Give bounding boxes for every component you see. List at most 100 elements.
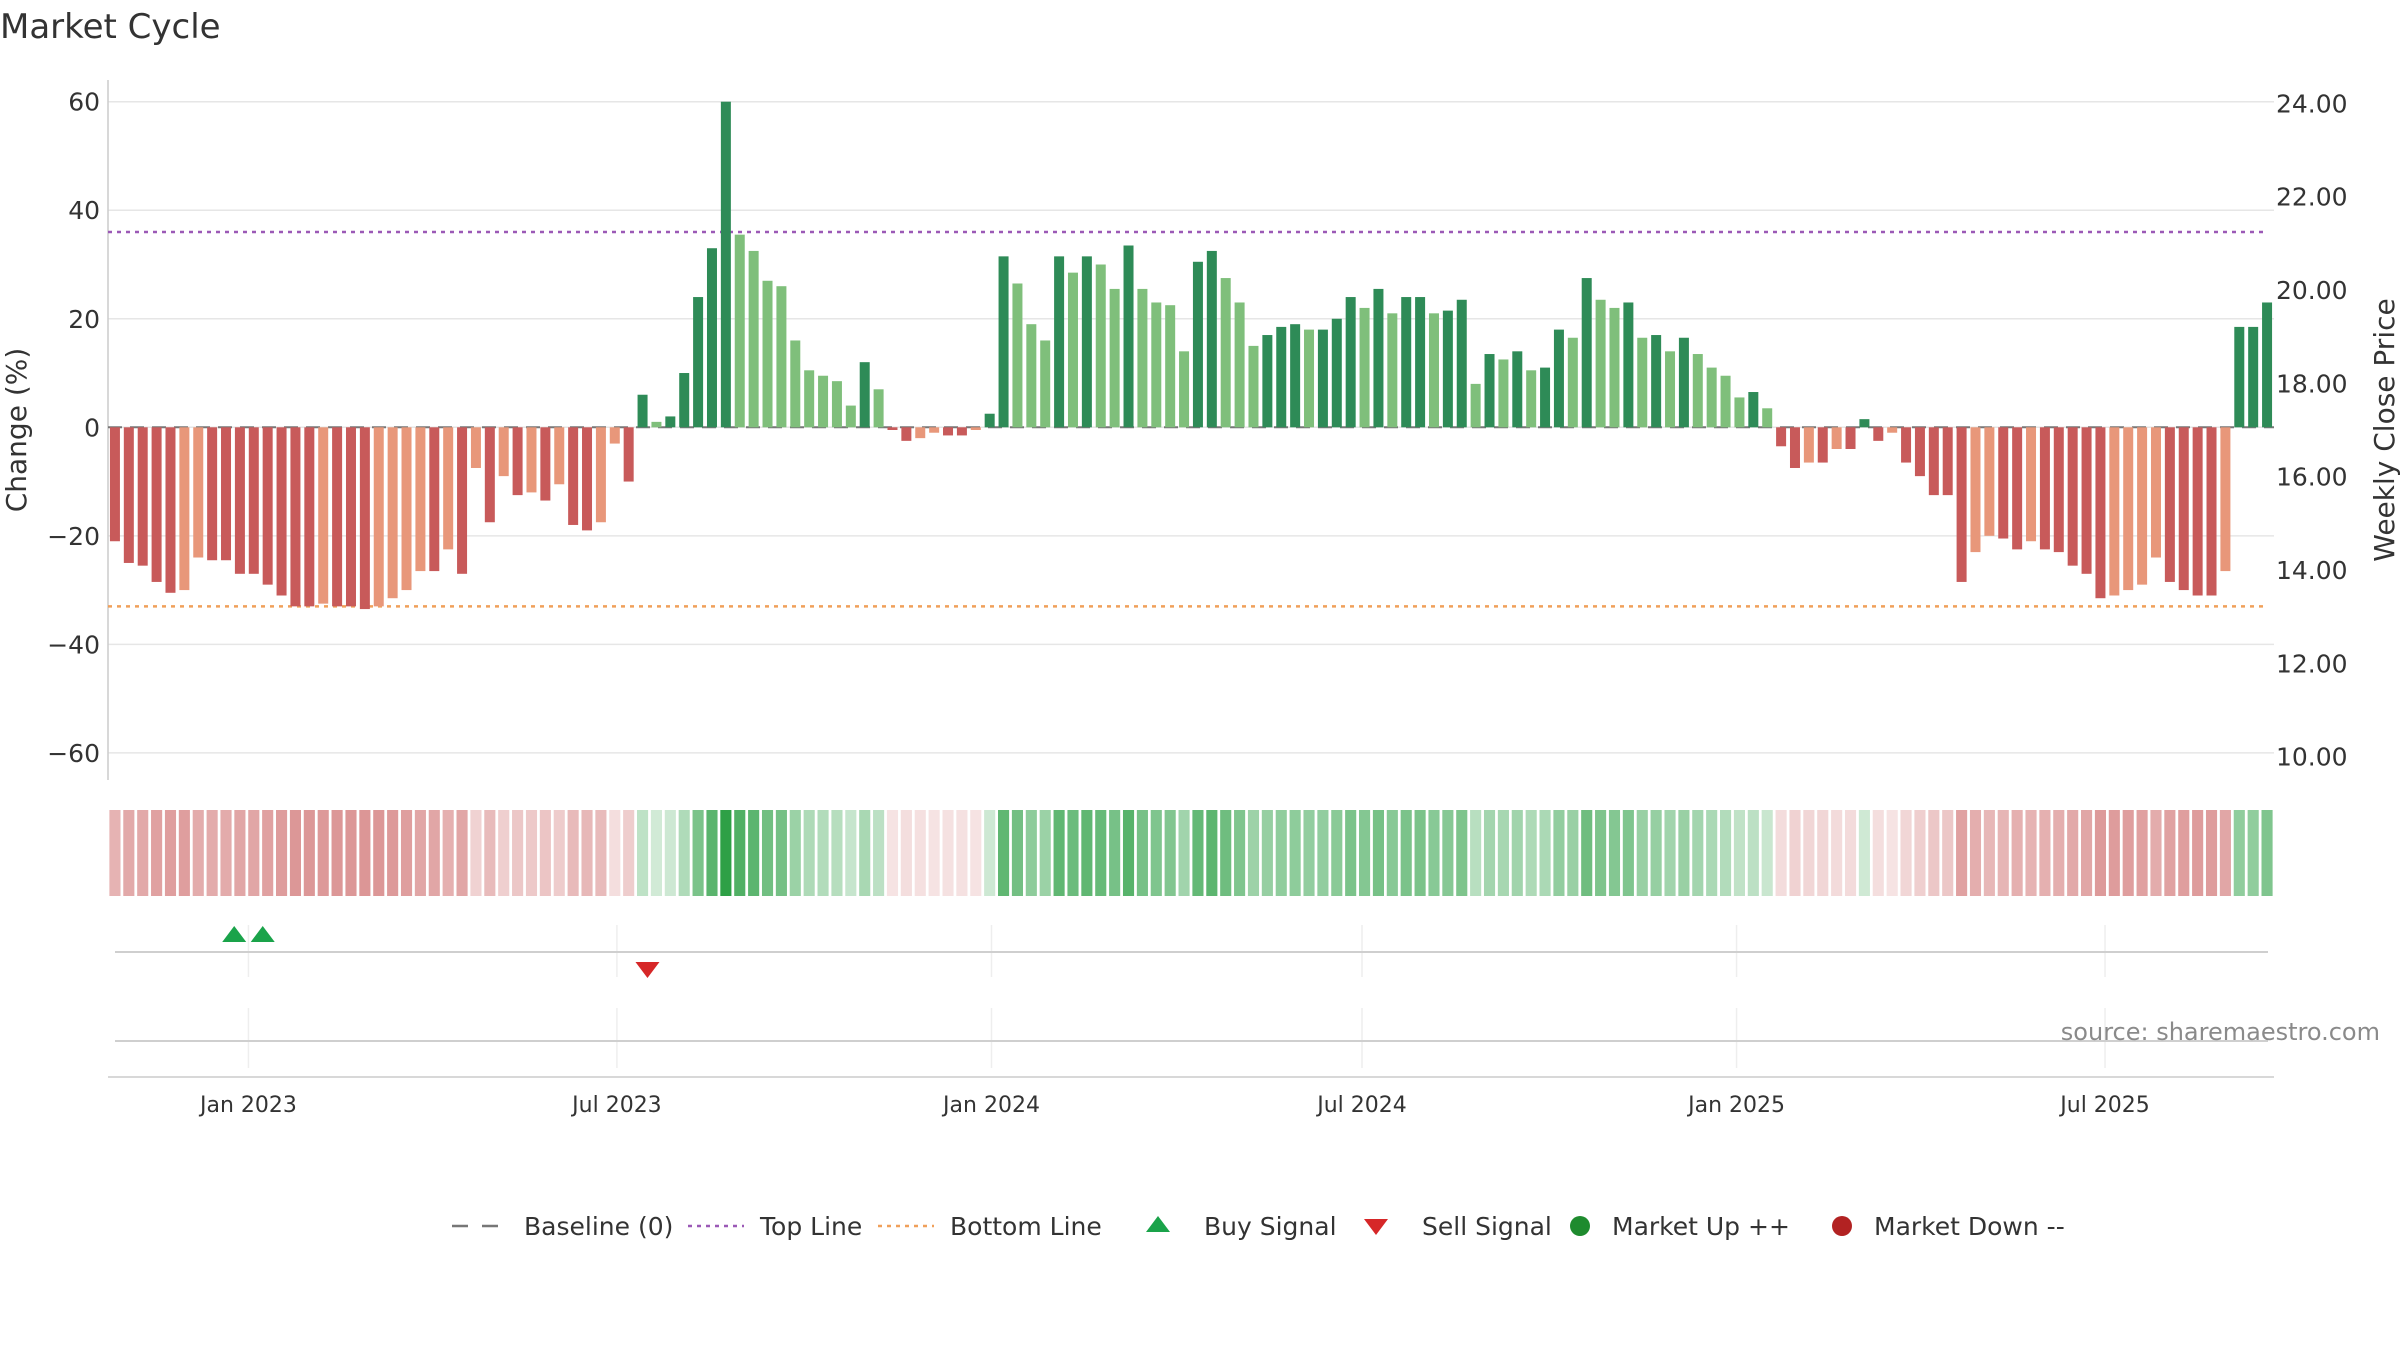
y-tick-label-right: 12.00 xyxy=(2276,649,2348,678)
x-tick-label: Jul 2023 xyxy=(570,1093,662,1118)
bar xyxy=(1470,383,1481,428)
bar xyxy=(1512,351,1523,428)
bar xyxy=(2150,427,2161,558)
heat-cell xyxy=(623,810,635,896)
heat-cell xyxy=(1164,810,1176,896)
heat-cell xyxy=(331,810,343,896)
heat-cell xyxy=(650,810,662,896)
heat-cell xyxy=(2164,810,2176,896)
bar xyxy=(345,427,356,607)
heat-cell xyxy=(2025,810,2037,896)
bar xyxy=(123,427,134,563)
bar xyxy=(1359,307,1370,428)
heat-cell xyxy=(1914,810,1926,896)
buy-signal-marker xyxy=(222,926,247,942)
legend-item-down: Market Down -- xyxy=(1832,1212,2065,1241)
y-tick-label-right: 14.00 xyxy=(2276,556,2348,585)
heat-cell xyxy=(2205,810,2218,896)
heat-cell xyxy=(1900,810,1912,896)
heat-cell xyxy=(1872,810,1884,896)
heat-cell xyxy=(1039,810,1051,896)
heat-cell xyxy=(734,810,746,896)
heat-cell xyxy=(1067,810,1079,896)
bar xyxy=(1776,427,1787,447)
heat-cell xyxy=(2039,810,2051,896)
heat-cell xyxy=(359,810,371,896)
bar xyxy=(1401,297,1412,428)
heat-cell xyxy=(970,810,982,896)
bar xyxy=(1998,427,2009,539)
y-tick-label-left: 0 xyxy=(84,413,100,442)
bar xyxy=(401,427,412,591)
heat-cell xyxy=(1858,810,1870,896)
legend-item-baseline: Baseline (0) xyxy=(452,1212,673,1241)
heat-cell xyxy=(512,810,524,896)
heat-cell xyxy=(1331,810,1343,896)
heat-cell xyxy=(1109,810,1121,896)
axes: 60 40 20 0 −20 −40 −60 24.00 22.00 20.00 18.00 16.0… xyxy=(47,80,2348,780)
heat-cell xyxy=(928,810,940,896)
bar xyxy=(179,427,190,591)
heat-cell xyxy=(1720,810,1732,896)
heat-cell xyxy=(1525,810,1537,896)
heat-cell xyxy=(1928,810,1940,896)
bar xyxy=(1789,427,1800,468)
heat-cell xyxy=(2219,810,2231,896)
heat-cell xyxy=(1122,810,1135,896)
heat-cell xyxy=(1470,810,1482,896)
heat-cell xyxy=(2192,810,2204,896)
bar xyxy=(1901,427,1912,463)
bar xyxy=(1845,427,1856,449)
heat-cell xyxy=(1636,810,1648,896)
bar xyxy=(1137,288,1148,428)
bar xyxy=(1873,427,1884,441)
heat-cell xyxy=(1359,810,1371,896)
legend-item-up: Market Up ++ xyxy=(1570,1212,1790,1241)
heat-cell xyxy=(1192,810,1204,896)
bar xyxy=(387,427,398,599)
bar xyxy=(1248,345,1259,428)
heat-cell xyxy=(1178,810,1190,896)
bar xyxy=(262,427,273,585)
bar xyxy=(706,248,717,428)
heat-cell xyxy=(1483,810,1496,896)
heat-cell xyxy=(1678,810,1690,896)
bar xyxy=(457,427,468,574)
heat-cell xyxy=(1650,810,1662,896)
bar xyxy=(415,427,426,572)
bar xyxy=(2178,427,2189,591)
bar xyxy=(484,427,495,523)
bar xyxy=(1526,370,1537,428)
heat-cell xyxy=(1275,810,1287,896)
legend-item-bottom: Bottom Line xyxy=(878,1212,1102,1241)
bar xyxy=(1387,313,1398,428)
heat-cell xyxy=(1511,810,1523,896)
bar xyxy=(443,427,454,550)
bar xyxy=(1859,419,1870,428)
heat-cell xyxy=(845,810,857,896)
bar xyxy=(1970,427,1981,553)
legend-label: Sell Signal xyxy=(1422,1212,1552,1241)
heat-cell xyxy=(1567,810,1579,896)
legend-item-top: Top Line xyxy=(688,1212,862,1241)
heat-cell xyxy=(1442,810,1454,896)
y-tick-label-left: 40 xyxy=(68,196,100,225)
bar xyxy=(193,427,204,558)
heat-cell xyxy=(1303,810,1315,896)
heat-cell xyxy=(914,810,926,896)
heat-cell xyxy=(2108,810,2120,896)
heat-cell xyxy=(1095,810,1107,896)
bar xyxy=(2234,326,2245,428)
legend-label: Top Line xyxy=(759,1212,862,1241)
bar xyxy=(1706,367,1717,428)
bar xyxy=(2248,326,2259,428)
bar xyxy=(679,373,690,428)
heat-cell xyxy=(1831,810,1843,896)
heat-cell xyxy=(2081,810,2093,896)
heat-cell xyxy=(1025,810,1037,896)
bar xyxy=(207,427,218,561)
y-tick-label-left: −20 xyxy=(47,522,100,551)
heat-cell xyxy=(178,810,190,896)
sell-signal-marker xyxy=(635,962,660,978)
